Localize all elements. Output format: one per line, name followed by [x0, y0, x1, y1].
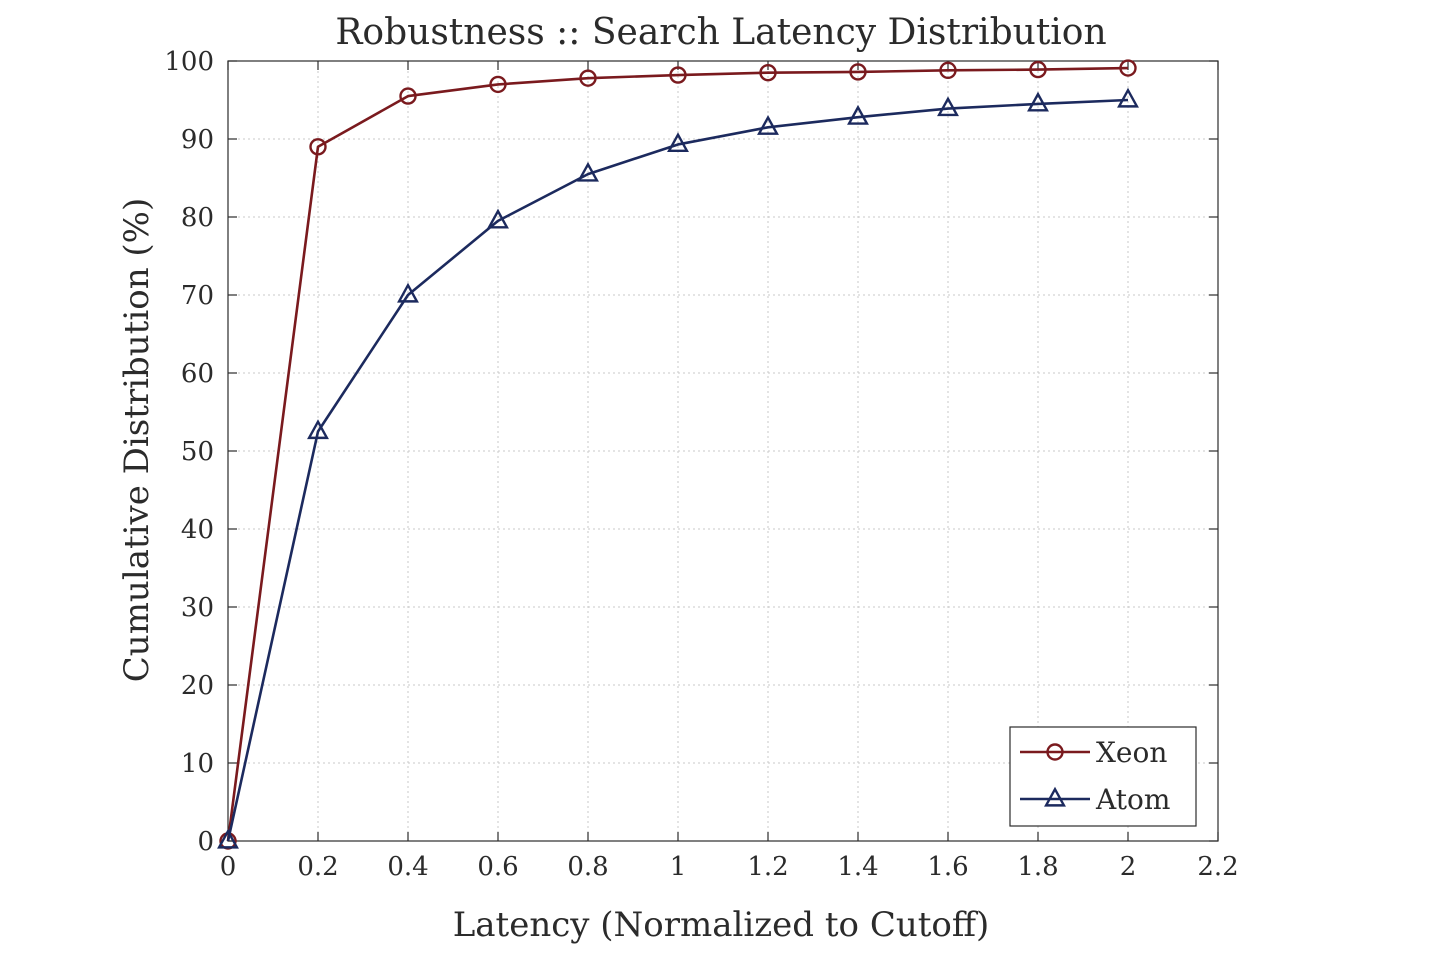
- data-point-atom: [217, 828, 239, 849]
- series-line-atom: [226, 98, 1129, 842]
- series-layer: [217, 59, 1139, 850]
- x-tick-label: 2.2: [1197, 852, 1238, 882]
- data-point-atom: [847, 104, 869, 125]
- y-tick-label: 100: [164, 47, 214, 77]
- data-point-xeon: [759, 63, 777, 82]
- data-point-xeon: [1119, 59, 1137, 77]
- legend-label-atom: Atom: [1095, 783, 1170, 816]
- x-tick-label: 1.6: [927, 852, 968, 882]
- legend-entry-atom: Atom: [1020, 783, 1170, 816]
- data-point-xeon: [939, 61, 957, 80]
- data-point-xeon: [399, 87, 417, 105]
- data-point-xeon: [579, 69, 597, 87]
- x-axis-label: Latency (Normalized to Cutoff): [453, 905, 990, 945]
- data-point-atom: [667, 132, 689, 153]
- data-point-xeon: [849, 63, 867, 81]
- y-tick-label: 0: [197, 827, 214, 857]
- data-point-atom: [757, 115, 779, 135]
- x-tick-label: 0: [220, 852, 237, 882]
- legend-marker-atom: [1044, 786, 1066, 807]
- data-point-atom: [307, 419, 329, 440]
- data-point-xeon: [669, 66, 687, 84]
- y-tick-label: 40: [181, 515, 214, 545]
- y-tick-label: 20: [181, 671, 214, 701]
- y-tick-label: 90: [181, 125, 214, 155]
- y-tick-label: 50: [181, 437, 214, 467]
- legend-label-xeon: Xeon: [1096, 736, 1167, 769]
- x-tick-label: 0.2: [297, 852, 338, 882]
- data-point-atom: [1027, 91, 1049, 112]
- x-tick-label: 0.6: [477, 852, 518, 882]
- data-point-xeon: [309, 138, 327, 156]
- grid-layer: [228, 61, 1218, 841]
- data-point-xeon: [489, 75, 507, 94]
- data-point-atom: [397, 282, 419, 303]
- y-tick-label: 60: [181, 359, 214, 389]
- x-tick-label: 1.4: [837, 852, 878, 882]
- series-xeon: [219, 59, 1137, 850]
- y-tick-label: 70: [181, 281, 214, 311]
- y-tick-label: 30: [181, 593, 214, 623]
- x-tick-label: 1.2: [747, 852, 788, 882]
- tick-layer: 0 0.2 0.4 0.6 0.8 1 1.2 1.4 1.6 1.8 2 2.2 0 10 20 30 40 5…: [164, 47, 1238, 882]
- legend: Xeon Atom: [1009, 726, 1197, 827]
- legend-items: Xeon Atom: [1020, 736, 1170, 816]
- data-point-atom: [487, 208, 509, 229]
- chart-title: Robustness :: Search Latency Distributio…: [335, 12, 1106, 53]
- data-point-xeon: [1029, 60, 1047, 79]
- x-tick-label: 1: [670, 852, 687, 882]
- x-tick-label: 2: [1120, 852, 1137, 882]
- y-tick-label: 80: [181, 203, 214, 233]
- data-point-atom: [577, 161, 599, 182]
- x-tick-label: 1.8: [1017, 852, 1058, 882]
- x-tick-label: 0.4: [387, 852, 428, 882]
- y-tick-label: 10: [181, 749, 214, 779]
- legend-box: [1009, 726, 1197, 827]
- data-point-atom: [1117, 87, 1139, 108]
- x-tick-label: 0.8: [567, 852, 608, 882]
- legend-marker-xeon: [1046, 743, 1064, 761]
- legend-entry-xeon: Xeon: [1020, 736, 1167, 769]
- series-line-xeon: [226, 66, 1129, 842]
- y-axis-label: Cumulative Distribution (%): [117, 198, 157, 682]
- series-atom: [217, 87, 1139, 849]
- data-point-atom: [937, 96, 959, 117]
